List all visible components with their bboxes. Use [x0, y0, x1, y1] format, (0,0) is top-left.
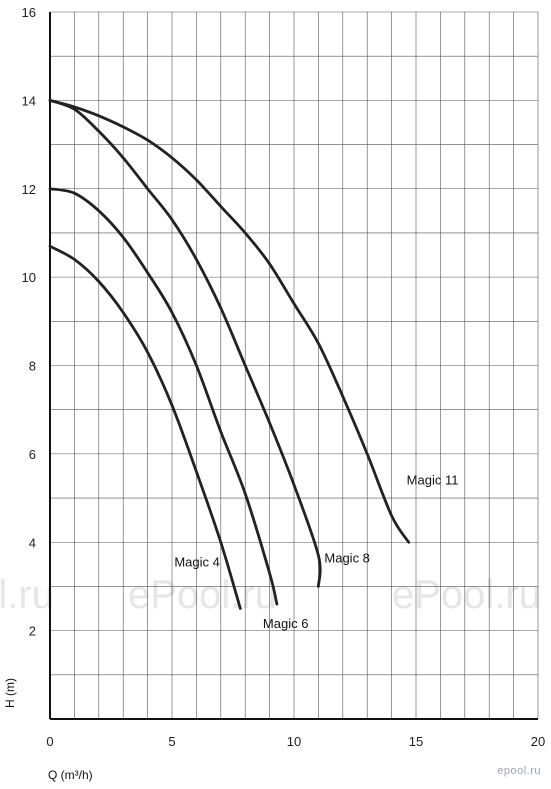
- watermarks: ePool.ru ePool.ru ePool.ru: [0, 573, 541, 617]
- label-magic-8: Magic 8: [324, 550, 370, 565]
- watermark-text: ePool.ru: [0, 573, 54, 617]
- x-axis-label: Q (m³/h): [48, 768, 93, 782]
- x-tick-label: 5: [168, 734, 175, 749]
- curve-magic-8: [48, 99, 322, 588]
- y-tick-label: 10: [22, 270, 36, 285]
- curve-magic-11: [48, 99, 411, 544]
- y-tick-label: 6: [29, 447, 36, 462]
- x-tick-label: 20: [531, 734, 545, 749]
- epool-logo: epool.ru: [497, 765, 541, 777]
- y-tick-label: 2: [29, 624, 36, 639]
- x-tick-label: 0: [46, 734, 53, 749]
- y-tick-label: 14: [22, 93, 36, 108]
- y-tick-label: 8: [29, 359, 36, 374]
- x-tick-label: 10: [287, 734, 301, 749]
- curve-labels: Magic 4 Magic 6 Magic 8 Magic 11: [174, 472, 458, 631]
- curve-magic-6: [48, 187, 279, 606]
- watermark-text: ePool.ru: [392, 573, 541, 617]
- grid: [49, 11, 539, 720]
- y-tick-label: 12: [22, 182, 36, 197]
- label-magic-6: Magic 6: [263, 616, 309, 631]
- label-magic-4: Magic 4: [174, 555, 220, 570]
- axes: [49, 12, 538, 720]
- label-magic-11: Magic 11: [407, 472, 459, 487]
- curves: [48, 99, 411, 610]
- tick-labels: 0 5 10 15 20 2 4 6 8 10 12 14 16: [22, 5, 546, 749]
- curve-magic-4: [48, 244, 242, 610]
- y-axis-label: H (m): [3, 678, 17, 708]
- watermark-text: ePool.ru: [128, 573, 277, 617]
- y-tick-label: 16: [22, 5, 36, 20]
- y-tick-label: 4: [29, 535, 36, 550]
- x-tick-label: 15: [409, 734, 423, 749]
